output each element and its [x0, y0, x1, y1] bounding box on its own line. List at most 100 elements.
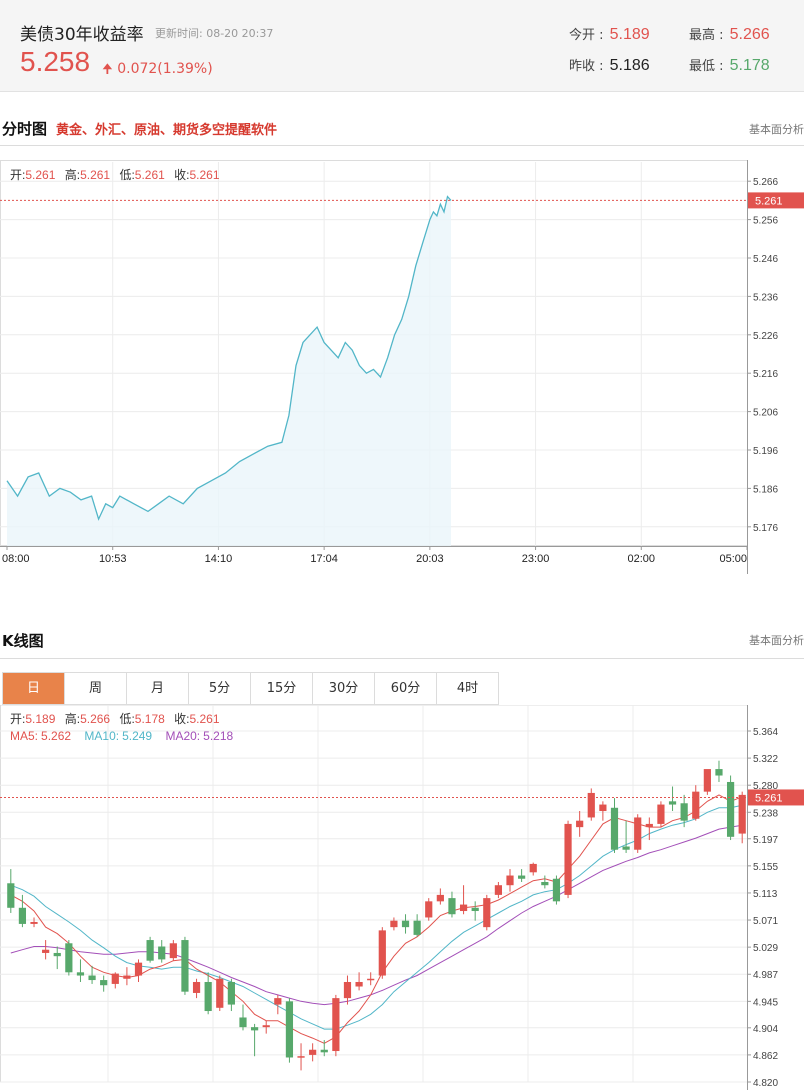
candle	[274, 994, 282, 1015]
candle	[18, 894, 27, 928]
update-time-value: 08-20 20:37	[206, 27, 274, 40]
stat-low: 最低 : 5.178	[689, 55, 770, 75]
stat-high-value: 5.266	[729, 26, 770, 43]
y-tick-label: 5.186	[753, 484, 778, 495]
candle	[459, 885, 468, 915]
candle	[738, 791, 746, 844]
candle	[262, 1020, 270, 1034]
y-tick-label: 4.820	[753, 1078, 778, 1089]
stat-prev-close: 昨收 : 5.186	[569, 55, 650, 75]
quote-header: 美债30年收益率 更新时间: 08-20 20:37 5.258 🠉 0.072…	[0, 0, 804, 92]
current-price-tag-label: 5.261	[755, 792, 783, 804]
price-change: 🠉 0.072(1.39%)	[102, 60, 213, 82]
candle	[622, 820, 630, 853]
current-price-tag	[748, 789, 804, 806]
candle	[390, 917, 398, 931]
y-tick-label: 5.322	[753, 754, 778, 765]
candle	[355, 972, 363, 991]
x-tick-label: 02:00	[628, 553, 656, 565]
arrow-up-icon: 🠉	[102, 62, 113, 77]
candle	[343, 975, 352, 1005]
tab-60min[interactable]: 60分	[375, 673, 437, 704]
candle	[634, 814, 642, 853]
candle	[42, 940, 50, 960]
candle	[599, 801, 607, 821]
candle	[425, 898, 433, 921]
ma20-line	[10, 824, 743, 1006]
x-tick-label: 05:00	[719, 553, 747, 565]
kline-fundamental-link[interactable]: 基本面分析	[749, 634, 804, 647]
candle	[494, 881, 502, 899]
y-tick-label: 5.197	[753, 835, 778, 846]
fundamental-analysis-link[interactable]: 基本面分析	[749, 123, 804, 136]
x-tick-label: 17:04	[310, 553, 338, 565]
candle	[158, 940, 166, 963]
y-tick-label: 4.987	[753, 970, 778, 981]
stat-prev-value: 5.186	[609, 57, 650, 74]
current-price-tag-label: 5.261	[755, 195, 783, 207]
candle	[285, 998, 294, 1063]
stat-prev-label: 昨收 :	[569, 59, 604, 74]
candle	[413, 914, 421, 937]
candle	[610, 798, 619, 853]
x-tick-label: 10:53	[99, 553, 127, 565]
ma5-line	[10, 794, 743, 1044]
x-tick-label: 08:00	[2, 553, 30, 565]
candle	[111, 972, 119, 989]
candle	[76, 959, 85, 982]
tab-30min[interactable]: 30分	[313, 673, 375, 704]
y-tick-label: 5.238	[753, 808, 778, 819]
tab-week[interactable]: 周	[65, 673, 127, 704]
candle	[88, 965, 96, 984]
stat-high: 最高 : 5.266	[689, 24, 770, 44]
candle	[657, 801, 665, 828]
candle	[378, 927, 386, 979]
y-tick-label: 5.256	[753, 216, 778, 227]
alert-software-link[interactable]: 黄金、外汇、原油、期货多空提醒软件	[56, 123, 278, 138]
candle	[367, 972, 375, 986]
ma10-line	[10, 804, 743, 1030]
period-tabs: 日 周 月 5分 15分 30分 60分 4时	[2, 672, 499, 705]
tab-day[interactable]: 日	[3, 673, 65, 704]
price-area	[7, 196, 451, 546]
candle	[436, 888, 444, 905]
candle	[100, 975, 108, 992]
candle	[448, 891, 456, 918]
candle	[518, 869, 526, 882]
x-tick-label: 14:10	[205, 553, 233, 565]
candle	[7, 869, 15, 913]
tab-15min[interactable]: 15分	[251, 673, 313, 704]
kline-chart: 5.364 5.322 5.280 5.238 5.197 5.155 5.113 5.071…	[0, 705, 804, 1090]
y-tick-label: 5.280	[753, 781, 778, 792]
y-tick-label: 5.226	[753, 331, 778, 342]
price-line	[6, 195, 452, 521]
candle	[297, 1043, 305, 1071]
y-tick-label: 4.945	[753, 997, 778, 1008]
candle	[587, 788, 595, 821]
candle	[680, 794, 688, 828]
y-tick-label: 5.206	[753, 408, 778, 419]
current-price-tag	[748, 192, 804, 209]
candle	[726, 775, 735, 841]
stat-open-label: 今开 :	[569, 28, 604, 43]
candle	[216, 975, 224, 1012]
y-tick-label: 5.266	[753, 177, 778, 188]
x-tick-label: 23:00	[522, 553, 550, 565]
candle	[65, 940, 73, 976]
stat-high-label: 最高 :	[689, 28, 724, 43]
stat-low-label: 最低 :	[689, 59, 724, 74]
y-tick-label: 5.071	[753, 916, 778, 927]
update-label: 更新时间:	[155, 27, 203, 40]
current-price: 5.258	[20, 46, 91, 77]
stat-open: 今开 : 5.189	[569, 24, 650, 44]
candle	[332, 994, 340, 1057]
candle	[483, 894, 491, 931]
tab-5min[interactable]: 5分	[189, 673, 251, 704]
tab-month[interactable]: 月	[127, 673, 189, 704]
y-tick-label: 5.236	[753, 292, 778, 303]
candle	[53, 946, 61, 970]
price-change-value: 0.072(1.39%)	[117, 61, 213, 77]
candle	[123, 967, 131, 986]
tab-4h[interactable]: 4时	[437, 673, 499, 704]
y-tick-label: 5.029	[753, 943, 778, 954]
